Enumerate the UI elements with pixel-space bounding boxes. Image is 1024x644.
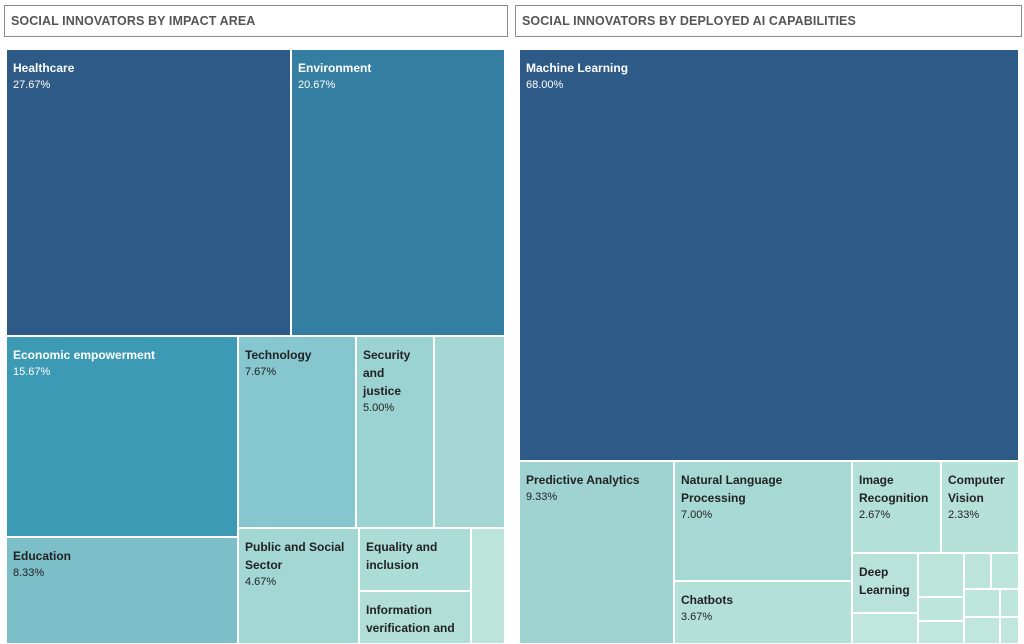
treemap-tile[interactable]: Chatbots 3.67% <box>674 581 852 644</box>
tile-label: Information verification and <box>366 603 455 635</box>
treemap-tile[interactable] <box>434 336 505 528</box>
treemap-tile[interactable]: Economic empowerment 15.67% <box>6 336 238 537</box>
ai-capabilities-panel-title: SOCIAL INNOVATORS BY DEPLOYED AI CAPABIL… <box>515 5 1022 37</box>
tile-value: 2.67% <box>859 509 891 521</box>
tile-value: 2.33% <box>948 509 980 521</box>
tile-value: 5.00% <box>363 402 395 414</box>
tile-value: 7.00% <box>681 509 713 521</box>
tile-label: Economic empowerment <box>13 348 156 362</box>
tile-value: 20.67% <box>298 79 336 91</box>
treemap-tile[interactable] <box>918 597 964 621</box>
treemap-tile[interactable]: Image Recognition 2.67% <box>852 461 941 553</box>
tile-label: Computer Vision <box>948 473 1005 505</box>
tile-value: 15.67% <box>13 366 51 378</box>
tile-label: Environment <box>298 61 372 75</box>
tile-label: Natural Language Processing <box>681 473 783 505</box>
treemap-tile[interactable] <box>964 617 1000 644</box>
treemap-tile[interactable]: Deep Learning <box>852 553 918 613</box>
treemap-tile[interactable]: Information verification and <box>359 591 471 644</box>
tile-value: 3.67% <box>681 611 713 623</box>
tile-label: Predictive Analytics <box>526 473 640 487</box>
tile-value: 27.67% <box>13 79 51 91</box>
treemap-tile[interactable] <box>1000 617 1019 644</box>
treemap-tile[interactable] <box>964 589 1000 617</box>
treemap-tile[interactable]: Public and Social Sector 4.67% <box>238 528 359 644</box>
treemap-tile[interactable]: Education 8.33% <box>6 537 238 644</box>
treemap-tile[interactable]: Natural Language Processing 7.00% <box>674 461 852 581</box>
tile-label: Equality and inclusion <box>366 540 438 572</box>
treemap-tile[interactable]: Environment 20.67% <box>291 49 505 336</box>
treemap-tile[interactable] <box>1000 589 1019 617</box>
treemap-tile[interactable]: Technology 7.67% <box>238 336 356 528</box>
treemap-tile[interactable] <box>918 553 964 597</box>
treemap-tile[interactable]: Machine Learning 68.00% <box>519 49 1019 461</box>
tile-value: 7.67% <box>245 366 277 378</box>
treemap-tile[interactable]: Healthcare 27.67% <box>6 49 291 336</box>
treemap-tile[interactable] <box>918 621 964 644</box>
tile-value: 9.33% <box>526 491 558 503</box>
tile-label: Healthcare <box>13 61 75 75</box>
tile-label: Public and Social Sector <box>245 540 345 572</box>
treemap-tile[interactable] <box>471 528 505 644</box>
tile-value: 8.33% <box>13 567 45 579</box>
tile-value: 68.00% <box>526 79 564 91</box>
tile-label: Education <box>13 549 72 563</box>
treemap-tile[interactable]: Security and justice 5.00% <box>356 336 434 528</box>
treemap-tile[interactable] <box>964 553 991 589</box>
ai-capabilities-treemap: Machine Learning 68.00% Predictive Analyti… <box>519 49 1019 644</box>
tile-label: Technology <box>245 348 312 362</box>
tile-value: 4.67% <box>245 576 277 588</box>
tile-label: Machine Learning <box>526 61 629 75</box>
tile-label: Image Recognition <box>859 473 929 505</box>
treemap-tile[interactable]: Predictive Analytics 9.33% <box>519 461 674 644</box>
treemap-tile[interactable]: Equality and inclusion <box>359 528 471 591</box>
tile-label: Security and justice <box>363 348 411 398</box>
impact-area-panel-title: SOCIAL INNOVATORS BY IMPACT AREA <box>4 5 508 37</box>
tile-label: Deep Learning <box>859 565 910 597</box>
tile-label: Chatbots <box>681 593 733 607</box>
impact-area-treemap: Healthcare 27.67% Environment 20.67% Economi… <box>6 49 505 644</box>
treemap-tile[interactable]: Computer Vision 2.33% <box>941 461 1019 553</box>
treemap-tile[interactable] <box>991 553 1019 589</box>
treemap-tile[interactable] <box>852 613 918 644</box>
